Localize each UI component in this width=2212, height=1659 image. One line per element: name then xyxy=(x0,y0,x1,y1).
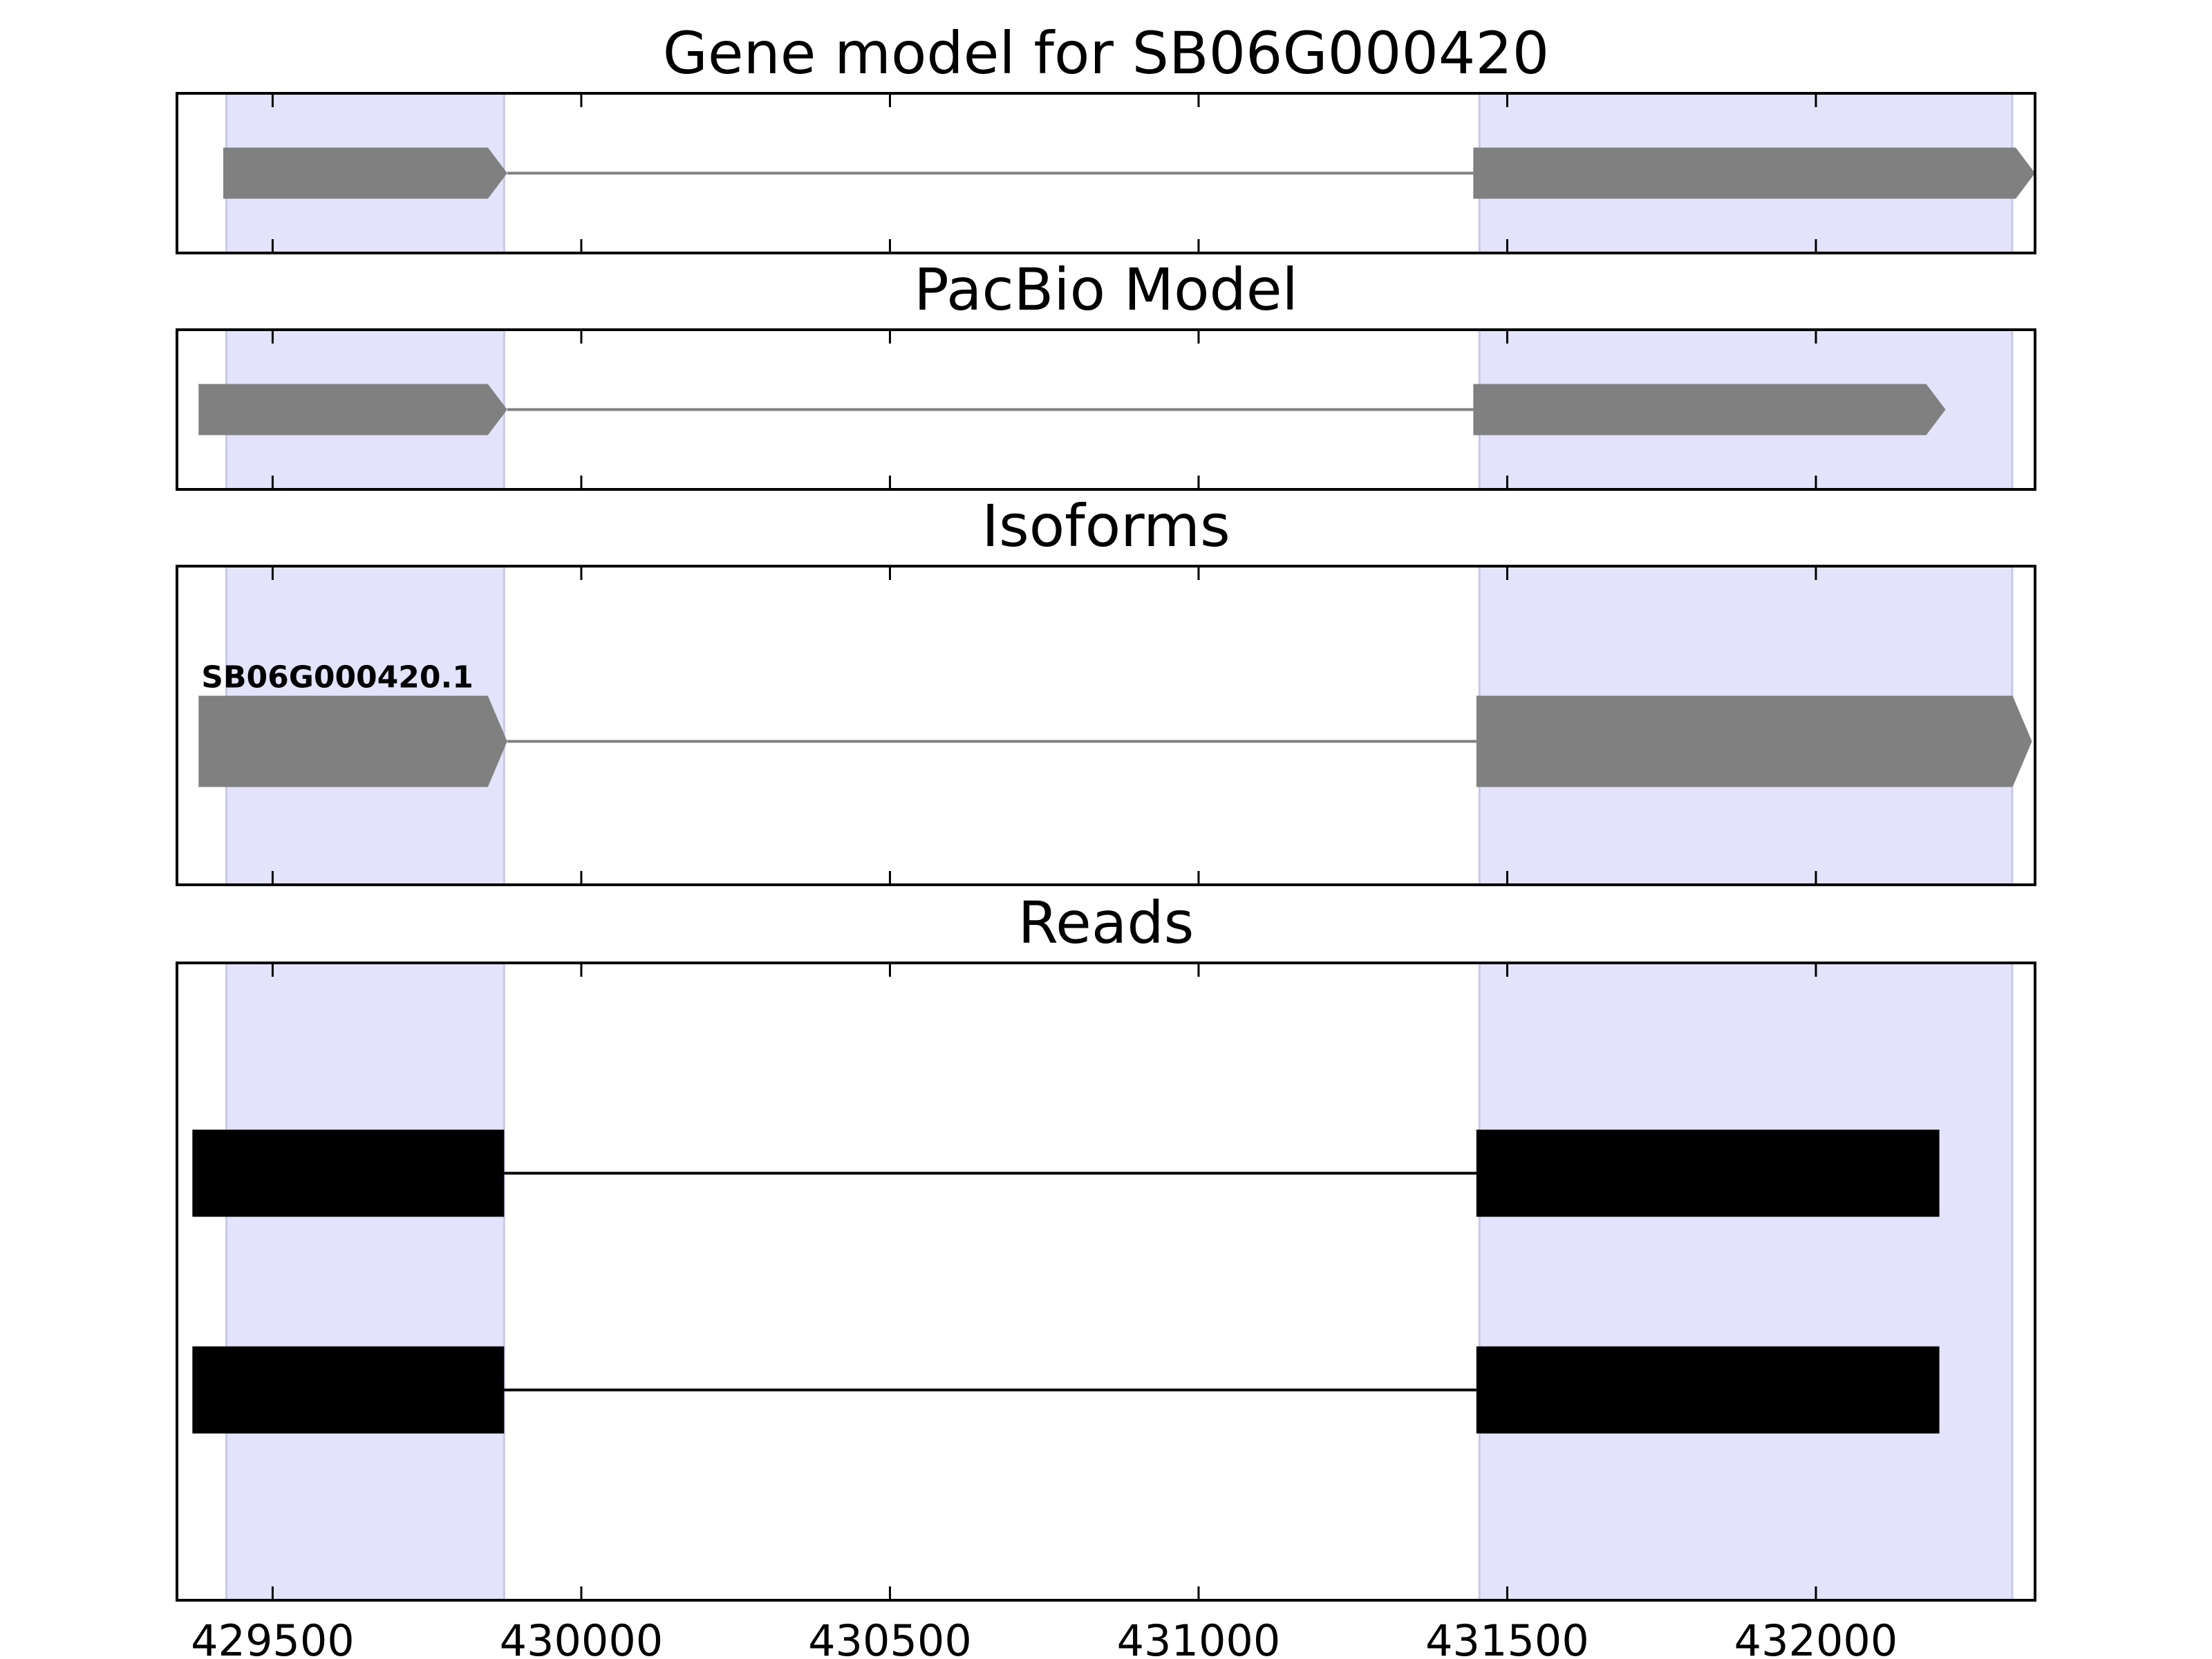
panel-title-gene-model: Gene model for SB06G000420 xyxy=(663,19,1549,87)
x-tick-label: 431000 xyxy=(1117,1615,1281,1659)
read-exon-block xyxy=(1476,1130,1940,1217)
panel-frame xyxy=(176,328,2036,491)
panel-frame xyxy=(176,962,2036,1602)
panel-reads: Reads xyxy=(176,889,2036,1602)
read-exon-block xyxy=(192,1130,505,1217)
highlight-region xyxy=(1478,962,2014,1602)
x-tick-label: 430500 xyxy=(808,1615,972,1659)
panel-gene-model: Gene model for SB06G000420 xyxy=(176,19,2036,254)
exon-arrow xyxy=(223,147,507,199)
panel-title-reads: Reads xyxy=(1018,889,1194,957)
read-exon-block xyxy=(1476,1346,1940,1434)
x-tick-label: 432000 xyxy=(1734,1615,1898,1659)
panel-frame xyxy=(176,92,2036,254)
highlight-region xyxy=(225,962,505,1602)
exon-arrow xyxy=(198,384,507,435)
read-exon-block xyxy=(192,1346,505,1434)
exon-arrow xyxy=(1473,384,1946,435)
x-tick-label: 429500 xyxy=(191,1615,355,1659)
panel-frame xyxy=(176,565,2036,886)
exon-arrow xyxy=(1473,147,2035,199)
panel-isoforms: Isoforms SB06G000420.1 xyxy=(176,492,2036,886)
panel-pacbio-model: PacBio Model xyxy=(176,256,2036,491)
x-tick-label: 431500 xyxy=(1425,1615,1589,1659)
exon-arrow xyxy=(1476,695,2032,787)
x-tick-label: 430000 xyxy=(500,1615,664,1659)
panel-title-isoforms: Isoforms xyxy=(982,492,1230,560)
exon-arrow xyxy=(198,695,507,787)
panel-title-pacbio-model: PacBio Model xyxy=(914,256,1298,324)
x-axis-tick-labels: 429500 430000 430500 431000 431500 432000 xyxy=(191,1615,1897,1659)
isoform-label: SB06G000420.1 xyxy=(201,660,474,695)
